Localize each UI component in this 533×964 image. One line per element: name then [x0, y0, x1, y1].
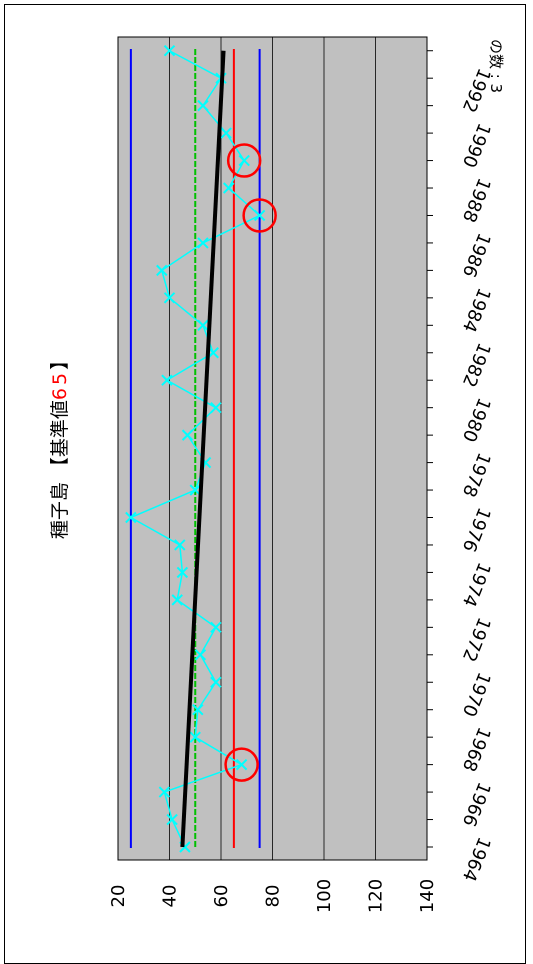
title-close: 】 [49, 351, 71, 370]
data-point-1983 [197, 319, 209, 332]
x-tick-label-1978: 1978 [458, 449, 495, 499]
x-tick-label-1970: 1970 [458, 669, 495, 719]
data-point-1990 [220, 127, 232, 139]
data-point-1988 [223, 182, 235, 194]
y-tick-label-100: 100 [314, 879, 335, 913]
y-tick-label-120: 120 [366, 879, 387, 913]
y-tick-label-20: 20 [108, 885, 129, 908]
data-point-1974 [176, 566, 189, 579]
data-point-1991 [197, 99, 209, 112]
x-tick-label-1990: 1990 [458, 120, 495, 170]
data-point-1981 [161, 374, 173, 386]
y-tick-label-80: 80 [263, 885, 284, 908]
trend-line [180, 50, 226, 848]
title-value: 65 [49, 370, 71, 400]
x-tick-label-1972: 1972 [458, 614, 495, 664]
data-point-1973 [171, 594, 183, 606]
x-tick-label-1968: 1968 [458, 724, 495, 774]
title-main: 種子島 【基準値 [49, 400, 71, 539]
chart-title-text: 種子島 【基準値65】 [49, 351, 71, 539]
data-point-1985 [156, 264, 168, 277]
y-tick-label-60: 60 [211, 885, 232, 908]
data-point-1969 [192, 704, 204, 716]
data-point-1989 [238, 154, 250, 167]
data-point-1966 [158, 786, 171, 798]
data-point-1968 [189, 731, 201, 743]
count-label: の数 : 3 [487, 39, 505, 93]
x-tick-label-1964: 1964 [458, 834, 495, 884]
data-point-1967 [235, 758, 248, 771]
data-point-1972 [210, 621, 222, 634]
series-line [129, 50, 261, 848]
data-point-1984 [163, 292, 176, 304]
highlight-circle-1987 [242, 198, 277, 233]
x-tick-label-1988: 1988 [458, 175, 495, 225]
y-tick-label-40: 40 [160, 885, 181, 908]
x-tick-label-1966: 1966 [458, 779, 495, 829]
data-point-1980 [210, 401, 222, 414]
x-tick-label-1984: 1984 [458, 285, 495, 335]
data-point-1971 [194, 649, 207, 661]
x-tick-label-1974: 1974 [458, 559, 495, 609]
highlight-circle-1989 [226, 143, 262, 178]
data-point-1977 [189, 484, 201, 496]
x-tick-label-1976: 1976 [458, 504, 495, 554]
highlight-circle-1967 [224, 747, 259, 782]
data-point-1975 [174, 539, 186, 551]
data-point-1993 [163, 45, 176, 57]
y-tick-label-140: 140 [417, 879, 438, 913]
x-tick-label-1980: 1980 [458, 395, 495, 445]
data-point-1979 [181, 429, 194, 441]
x-tick-label-1982: 1982 [458, 340, 495, 390]
data-point-1987 [253, 209, 266, 222]
x-tick-label-1986: 1986 [458, 230, 495, 280]
chart-title: 種子島 【基準値65】 [49, 351, 71, 539]
data-point-1986 [197, 237, 209, 249]
data-point-1965 [166, 813, 178, 826]
data-point-1976 [125, 511, 137, 524]
data-point-1970 [210, 676, 222, 688]
